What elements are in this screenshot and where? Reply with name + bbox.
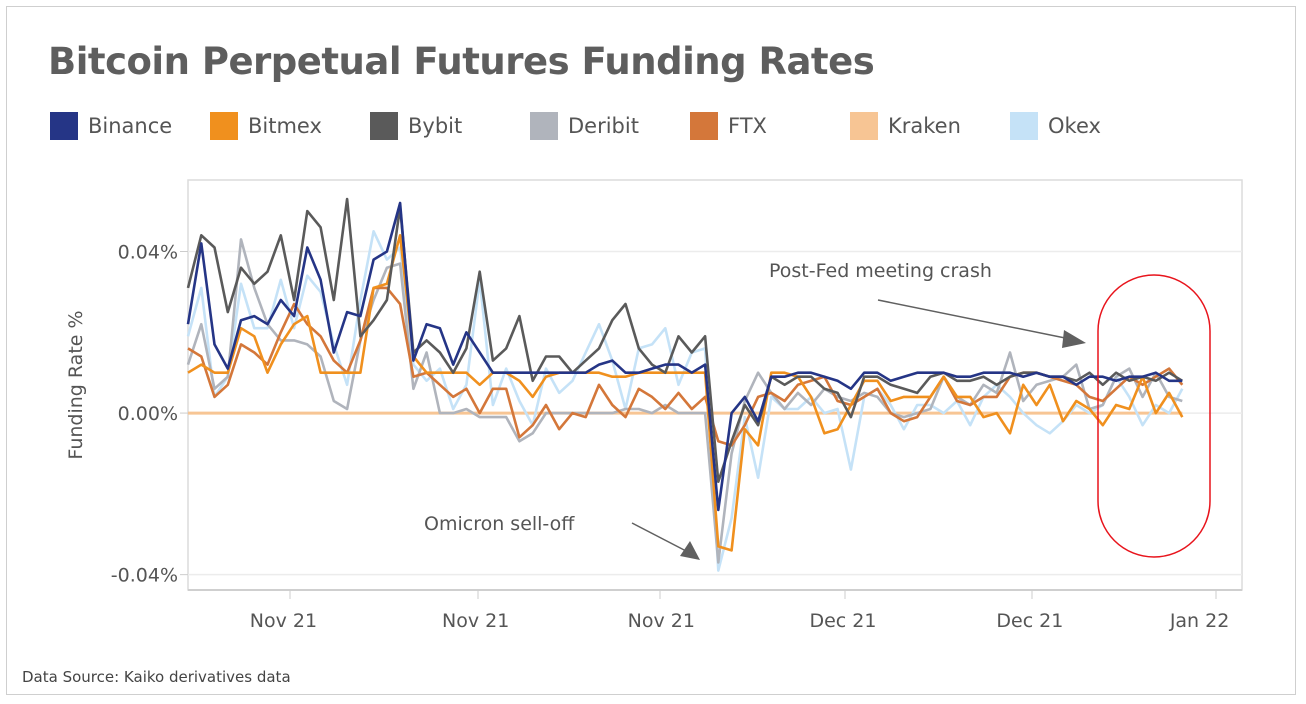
x-tick-label: Dec 21 [996, 610, 1063, 632]
annotation-arrow-omicron [631, 522, 689, 553]
legend-label: Binance [88, 114, 173, 138]
legend-swatch [690, 112, 718, 140]
legend-label: Bitmex [248, 114, 322, 138]
chart-title: Bitcoin Perpetual Futures Funding Rates [48, 40, 875, 83]
y-tick-label: -0.04% [111, 565, 178, 587]
legend-item-kraken[interactable]: Kraken [850, 112, 961, 140]
legend-label: FTX [728, 114, 767, 138]
legend-label: Okex [1048, 114, 1101, 138]
annotation-omicron: Omicron sell-off [424, 513, 575, 535]
series-line-bitmex [187, 234, 1184, 552]
y-tick-label: 0.04% [118, 241, 178, 263]
x-tick-label: Nov 21 [442, 610, 509, 632]
y-tick-label: 0.00% [118, 403, 178, 425]
legend-label: Deribit [568, 114, 639, 138]
annotation-arrow-post-fed [877, 299, 1071, 340]
legend-item-ftx[interactable]: FTX [690, 112, 767, 140]
chart-frame [6, 6, 1296, 695]
legend-item-bitmex[interactable]: Bitmex [210, 112, 322, 140]
highlight-box [1097, 274, 1211, 558]
arrow-head-icon [1062, 330, 1086, 348]
legend-swatch [50, 112, 78, 140]
data-source: Data Source: Kaiko derivatives data [22, 668, 291, 686]
legend-swatch [530, 112, 558, 140]
legend-label: Kraken [888, 114, 961, 138]
legend-item-okex[interactable]: Okex [1010, 112, 1101, 140]
legend-swatch [1010, 112, 1038, 140]
legend-swatch [210, 112, 238, 140]
series-line-binance [186, 201, 1183, 512]
legend-swatch [850, 112, 878, 140]
x-tick-label: Jan 22 [1169, 610, 1230, 632]
y-axis-label: Funding Rate % [65, 310, 87, 459]
legend-item-binance[interactable]: Binance [50, 112, 172, 140]
legend-label: Bybit [408, 114, 463, 138]
legend-item-bybit[interactable]: Bybit [370, 112, 462, 140]
legend-item-deribit[interactable]: Deribit [530, 112, 639, 140]
series-line-deribit [186, 238, 1183, 564]
x-tick-label: Nov 21 [250, 610, 317, 632]
legend-swatch [370, 112, 398, 140]
arrow-head-icon [680, 541, 700, 560]
annotation-post-fed: Post-Fed meeting crash [769, 260, 992, 282]
x-tick-label: Nov 21 [628, 610, 695, 632]
x-tick-label: Dec 21 [809, 610, 876, 632]
